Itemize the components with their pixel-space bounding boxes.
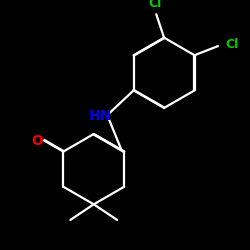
Text: Cl: Cl	[148, 0, 162, 10]
Text: HN: HN	[89, 109, 112, 123]
Text: Cl: Cl	[226, 38, 239, 51]
Text: O: O	[31, 134, 43, 147]
